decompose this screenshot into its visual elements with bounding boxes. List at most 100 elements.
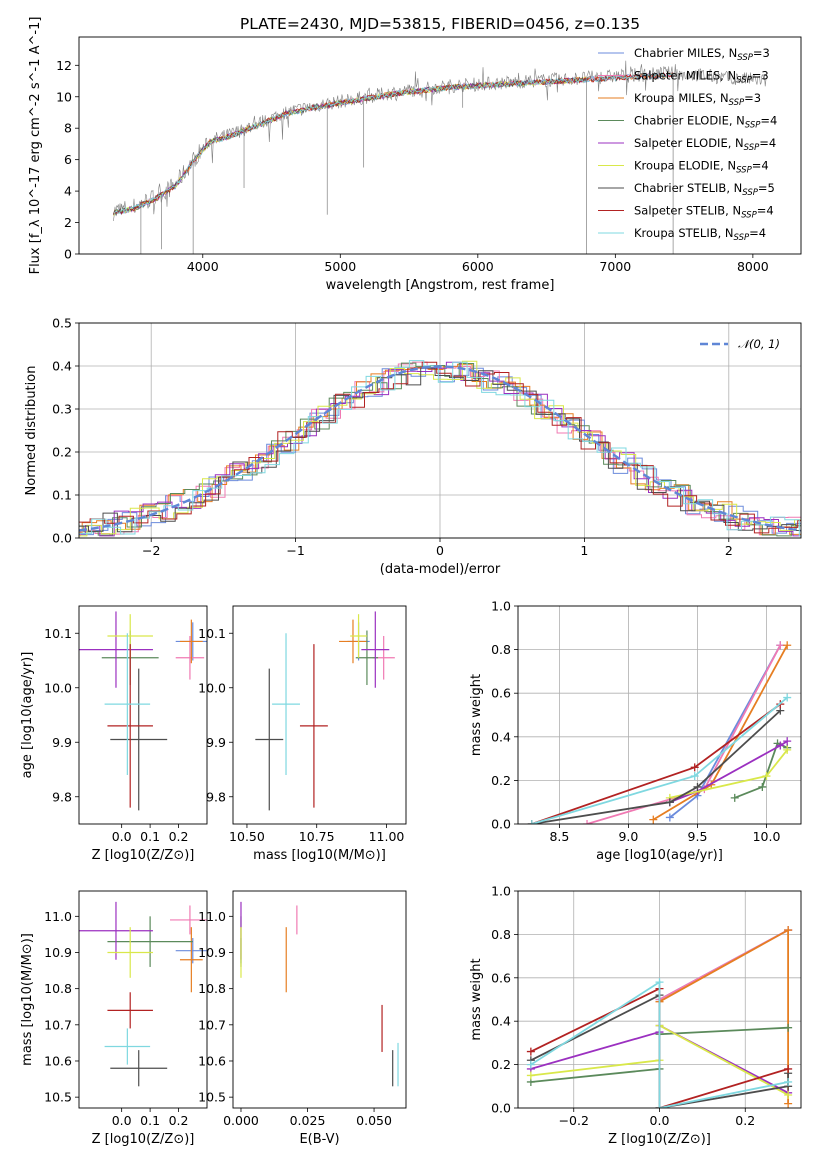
x-tick-label: 0.2 bbox=[169, 1113, 189, 1128]
y-axis-label: Normed distribution bbox=[24, 366, 39, 496]
mass-weight-marker bbox=[784, 1064, 793, 1073]
mass-weight-marker bbox=[526, 1071, 535, 1080]
legend-suffix: =4 bbox=[757, 204, 774, 218]
axes-frame bbox=[78, 605, 208, 825]
mass-weight-marker bbox=[783, 737, 792, 746]
y-tick-label: 4 bbox=[64, 184, 72, 199]
y-tick-label: 12 bbox=[56, 58, 72, 73]
legend-text: Kroupa MILES, N bbox=[634, 91, 729, 105]
mass-weight-marker bbox=[762, 772, 771, 781]
y-tick-label: 0.6 bbox=[491, 970, 511, 985]
mass-weight-marker bbox=[655, 978, 664, 987]
x-tick-label: 10.50 bbox=[229, 829, 265, 844]
figure-title: PLATE=2430, MJD=53815, FIBERID=0456, z=0… bbox=[240, 15, 640, 33]
gaussian-reference-line bbox=[79, 365, 801, 532]
y-tick-label: 10.5 bbox=[44, 1090, 72, 1105]
y-tick-label: 10.9 bbox=[44, 945, 72, 960]
spectrum-model-line bbox=[113, 71, 674, 215]
legend-subscript: SSP bbox=[741, 211, 757, 221]
errorbars bbox=[255, 611, 395, 811]
x-tick-label: 0.1 bbox=[140, 1113, 160, 1128]
cumulative-mass-weight-age-panel: 8.5 9.0 9.5 10.0 0.0 0.2 0.4 0.6 0.8 1.0 age [log1… bbox=[469, 599, 802, 863]
series-lines bbox=[526, 926, 793, 1108]
x-tick-label: −1 bbox=[286, 543, 304, 558]
y-tick-label: 0.0 bbox=[52, 531, 72, 546]
x-tick-label: 8000 bbox=[737, 259, 769, 274]
mass-weight-line bbox=[530, 980, 789, 1108]
spectrum-lines bbox=[113, 60, 767, 254]
x-tick-label: 5000 bbox=[324, 259, 356, 274]
mass-weight-line bbox=[531, 709, 781, 824]
plot-layer: 4000 5000 6000 7000 8000024681012wavelength … bbox=[20, 17, 802, 1147]
residual-histogram bbox=[79, 366, 801, 536]
legend-subscript: SSP bbox=[742, 188, 758, 198]
y-tick-label: 11.0 bbox=[198, 909, 226, 924]
x-axis-label: Z [log10(Z/Z⊙)] bbox=[608, 1132, 711, 1147]
x-tick-label: −0.2 bbox=[559, 1113, 589, 1128]
y-tick-label: 0.8 bbox=[491, 927, 511, 942]
legend-subscript: SSP bbox=[734, 233, 750, 243]
x-tick-label: 0.000 bbox=[223, 1113, 259, 1128]
legend-subscript: SSP bbox=[737, 53, 753, 63]
x-axis-label: Z [log10(Z/Z⊙)] bbox=[92, 1132, 195, 1147]
mass-weight-marker bbox=[776, 741, 785, 750]
y-tick-label: 8 bbox=[64, 121, 72, 136]
mass-weight-marker bbox=[730, 793, 739, 802]
age-vs-Z-panel: 0.0 0.1 0.2 9.8 9.9 10.0 10.1 Z [log10(Z/Z⊙)] ag… bbox=[20, 605, 208, 863]
x-tick-label: 10.0 bbox=[753, 829, 781, 844]
legend-entry: Kroupa ELODIE, NSSP=4 bbox=[634, 159, 769, 176]
y-axis-label: Flux [f_λ 10^-17 erg cm^-2 s^-1 A^-1] bbox=[28, 17, 43, 275]
y-tick-label: 10.6 bbox=[198, 1053, 226, 1068]
y-axis-label: age [log10(age/yr)] bbox=[20, 652, 35, 779]
legend-subscript: SSP bbox=[729, 98, 745, 108]
y-tick-label: 9.9 bbox=[52, 735, 72, 750]
y-tick-label: 10.6 bbox=[44, 1053, 72, 1068]
y-tick-label: 10.8 bbox=[44, 981, 72, 996]
mass-weight-marker bbox=[526, 1060, 535, 1069]
mass-weight-marker bbox=[583, 820, 592, 824]
legend-suffix: =4 bbox=[759, 136, 776, 150]
legend-subscript: SSP bbox=[736, 76, 752, 86]
y-tick-label: 10.5 bbox=[198, 1090, 226, 1105]
x-tick-label: 9.0 bbox=[618, 829, 638, 844]
legend-entry: Salpeter STELIB, NSSP=4 bbox=[634, 204, 774, 221]
legend-suffix: =5 bbox=[758, 181, 775, 195]
y-tick-label: 0 bbox=[64, 247, 72, 262]
y-tick-label: 10.0 bbox=[198, 680, 226, 695]
x-axis-label: age [log10(age/yr)] bbox=[596, 848, 723, 863]
cumulative-mass-weight-Z-panel: −0.2 0.0 0.2 0.0 0.2 0.4 0.6 0.8 1.0 Z [log10(Z/Z… bbox=[469, 884, 802, 1147]
mass-weight-marker bbox=[783, 641, 792, 650]
y-tick-label: 0.0 bbox=[491, 817, 511, 832]
x-tick-label: 9.5 bbox=[688, 829, 708, 844]
y-tick-label: 0.8 bbox=[491, 642, 511, 657]
x-tick-label: 0.0 bbox=[112, 829, 132, 844]
y-tick-label: 0.5 bbox=[52, 316, 72, 331]
mass-vs-Z-panel: 0.0 0.1 0.2 10.5 10.6 10.7 10.8 10.9 11.0 Z [log1… bbox=[20, 890, 208, 1147]
x-axis-label: wavelength [Angstrom, rest frame] bbox=[326, 278, 555, 293]
legend-text: Salpeter ELODIE, N bbox=[634, 136, 744, 150]
legend-subscript: SSP bbox=[736, 166, 752, 176]
legend-suffix: =4 bbox=[760, 114, 777, 128]
mass-weight-marker bbox=[693, 782, 702, 791]
errorbars bbox=[79, 901, 207, 1087]
y-tick-label: 0.1 bbox=[52, 488, 72, 503]
y-tick-label: 10.0 bbox=[44, 680, 72, 695]
y-tick-label: 1.0 bbox=[491, 884, 511, 899]
legend-entry: 𝒩(0, 1) bbox=[738, 337, 780, 351]
x-tick-label: 0.2 bbox=[735, 1113, 755, 1128]
axes-frame bbox=[517, 605, 802, 825]
x-tick-label: 0.025 bbox=[290, 1113, 326, 1128]
legend-text: Salpeter STELIB, N bbox=[634, 204, 741, 218]
mass-vs-EBV-panel: 0.000 0.025 0.050 10.5 10.6 10.7 10.8 10.9 11.0 E… bbox=[198, 890, 407, 1147]
x-tick-label: 2 bbox=[725, 543, 733, 558]
y-tick-label: 9.9 bbox=[206, 735, 226, 750]
y-tick-label: 2 bbox=[64, 215, 72, 230]
spectrum-panel: 4000 5000 6000 7000 8000 0 2 4 6 8 10 12 wavelength … bbox=[28, 17, 802, 293]
axes-frame bbox=[78, 890, 208, 1109]
y-tick-label: 9.8 bbox=[52, 789, 72, 804]
legend-text: Salpeter MILES, N bbox=[634, 69, 736, 83]
legend-suffix: =3 bbox=[744, 91, 761, 105]
legend-suffix: =3 bbox=[752, 69, 769, 83]
y-tick-label: 0.2 bbox=[52, 445, 72, 460]
mass-weight-marker bbox=[690, 772, 699, 781]
